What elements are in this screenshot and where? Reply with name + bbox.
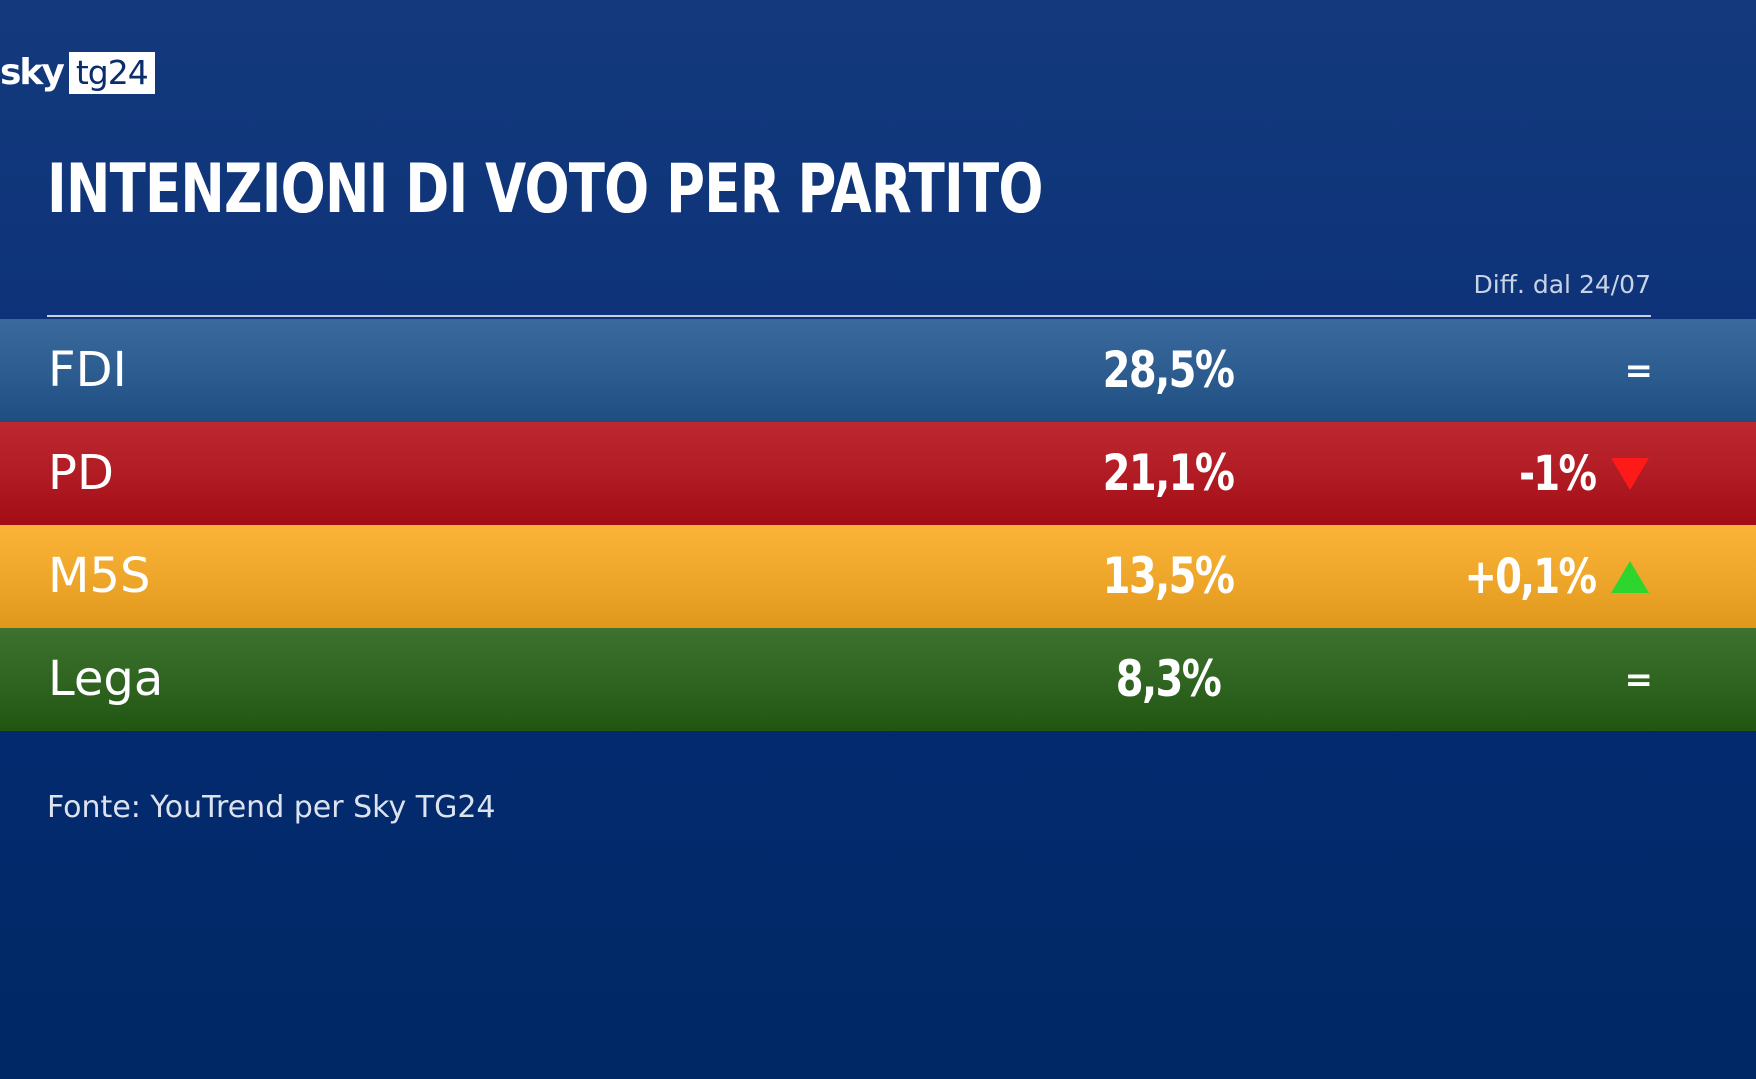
sky-tg24-logo: sky tg24 [0, 52, 155, 94]
change-value: -1% [1518, 445, 1597, 502]
change-value: = [1624, 659, 1653, 700]
party-row-background [0, 628, 1756, 731]
party-name: PD [48, 445, 114, 501]
header-divider [47, 315, 1651, 317]
party-row-background [0, 319, 1756, 422]
down-triangle-icon [1611, 457, 1649, 490]
party-name: Lega [48, 651, 164, 707]
change-cell: = [1624, 628, 1653, 731]
vote-percentage: 8,3% [1115, 650, 1222, 708]
change-value: +0,1% [1464, 548, 1596, 605]
vote-percentage: 13,5% [1102, 547, 1235, 605]
logo-sky-word: sky [0, 52, 65, 93]
change-cell: +0,1% [1432, 525, 1651, 628]
party-name: M5S [48, 548, 151, 604]
logo-tg24-box: tg24 [68, 52, 155, 94]
party-name: FDI [48, 342, 127, 398]
party-row-background [0, 422, 1756, 525]
party-row: FDI 28,5% = [0, 319, 1756, 422]
change-cell: = [1624, 319, 1653, 422]
party-row-background [0, 525, 1756, 628]
change-cell: -1% [1500, 422, 1651, 525]
party-row: Lega 8,3% = [0, 628, 1756, 731]
party-row: M5S 13,5% +0,1% [0, 525, 1756, 628]
diff-column-header: Diff. dal 24/07 [1473, 270, 1651, 299]
chart-title: INTENZIONI DI VOTO PER PARTITO [47, 150, 1043, 229]
source-note: Fonte: YouTrend per Sky TG24 [47, 790, 496, 825]
vote-percentage: 28,5% [1102, 341, 1235, 399]
party-row: PD 21,1% -1% [0, 422, 1756, 525]
poll-table: FDI 28,5% = PD 21,1% -1% M5S 13,5% +0,1% Lega 8,3%… [0, 319, 1756, 731]
up-triangle-icon [1611, 560, 1649, 593]
change-value: = [1624, 350, 1653, 391]
vote-percentage: 21,1% [1102, 444, 1235, 502]
